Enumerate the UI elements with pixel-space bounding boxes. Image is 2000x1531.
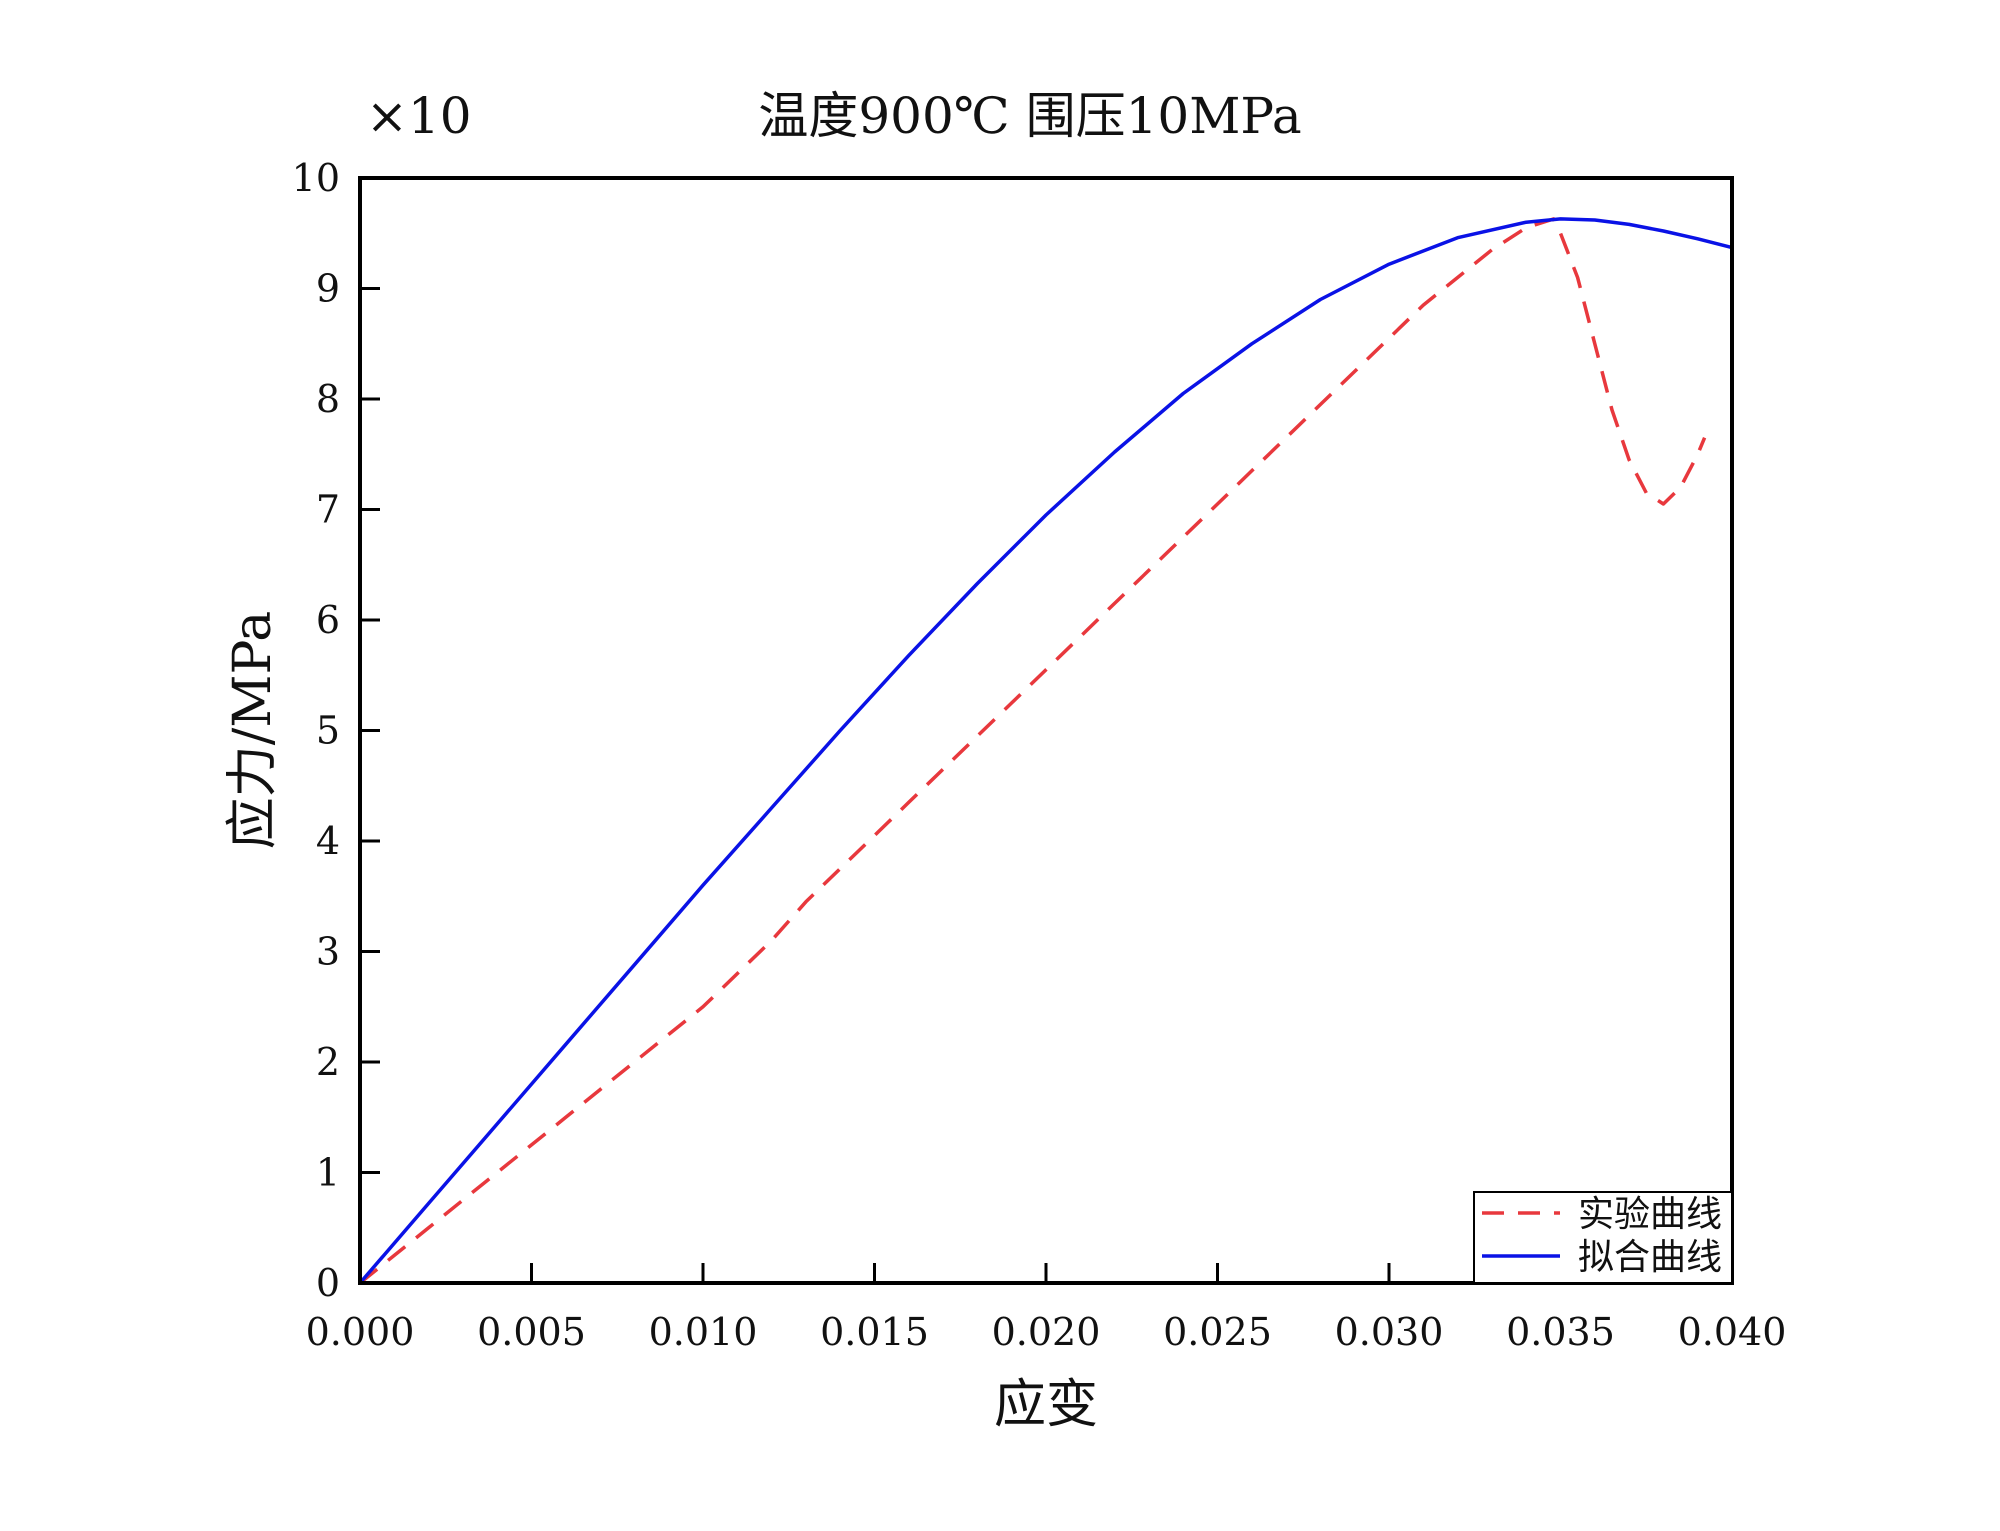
x-axis-title: 应变 <box>994 1375 1098 1435</box>
chart-title: 温度900℃ 围压10MPa <box>758 87 1301 145</box>
x-tick-label: 0.040 <box>1678 1310 1787 1354</box>
x-tick-label: 0.030 <box>1335 1310 1444 1354</box>
series-line-experimental <box>358 217 1707 1285</box>
y-tick-label: 6 <box>316 598 340 642</box>
legend: 实验曲线 拟合曲线 <box>1473 1191 1733 1284</box>
y-tick-label: 9 <box>316 267 340 311</box>
x-tick-label: 0.010 <box>649 1310 758 1354</box>
legend-label-fitted: 拟合曲线 <box>1578 1237 1722 1278</box>
legend-box <box>1473 1191 1733 1284</box>
x-tick-label: 0.015 <box>820 1310 929 1354</box>
y-tick-label: 1 <box>316 1151 340 1195</box>
plot-frame <box>358 176 1734 1285</box>
x-ticks: 0.000 0.005 0.010 0.015 0.020 0.025 0.030 0.035… <box>306 1263 1787 1354</box>
y-axis-title: 应力/MPa <box>223 611 283 849</box>
series-layer <box>358 217 1733 1285</box>
y-tick-label: 3 <box>316 930 340 974</box>
x-tick-label: 0.005 <box>477 1310 586 1354</box>
y-tick-label: 2 <box>316 1040 340 1084</box>
x-tick-label: 0.025 <box>1163 1310 1272 1354</box>
y-tick-label: 7 <box>316 488 340 532</box>
y-tick-label: 4 <box>316 819 340 863</box>
x-tick-label: 0.035 <box>1506 1310 1615 1354</box>
y-tick-label: 0 <box>316 1261 340 1305</box>
y-multiplier-label: ×10 <box>366 87 472 145</box>
x-tick-label: 0.000 <box>306 1310 415 1354</box>
y-tick-label: 5 <box>316 709 340 753</box>
series-line-fitted <box>358 217 1733 1285</box>
y-tick-label: 8 <box>316 377 340 421</box>
legend-label-experimental: 实验曲线 <box>1578 1194 1722 1235</box>
x-tick-label: 0.020 <box>992 1310 1101 1354</box>
y-tick-label: 10 <box>292 156 340 200</box>
